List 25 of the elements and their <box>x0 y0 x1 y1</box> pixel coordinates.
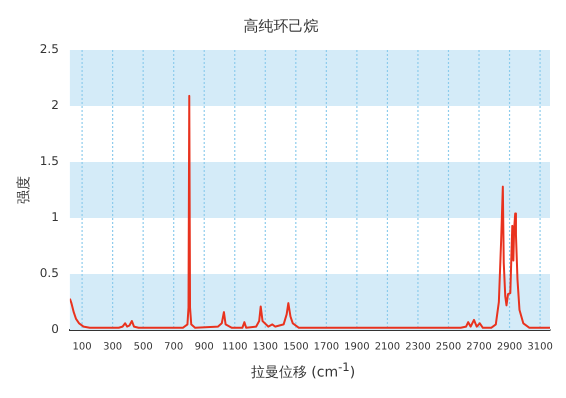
x-tick-label: 1500 <box>283 342 309 353</box>
y-tick-label: 1 <box>51 210 59 224</box>
x-tick-label: 1300 <box>252 342 278 353</box>
x-tick-label: 300 <box>103 342 122 353</box>
x-tick-label: 2700 <box>466 342 492 353</box>
y-tick-label: 0.5 <box>40 266 59 280</box>
x-tick-label: 1700 <box>314 342 340 353</box>
x-tick-label: 2100 <box>374 342 400 353</box>
y-tick-label: 1.5 <box>40 154 59 168</box>
x-tick-label: 2300 <box>405 342 431 353</box>
x-tick-label: 2900 <box>496 342 522 353</box>
y-tick-label: 2 <box>51 98 59 112</box>
x-tick-label: 3100 <box>527 342 553 353</box>
x-tick-label: 100 <box>72 342 92 353</box>
chart-title: 高纯环己烷 <box>244 16 318 35</box>
x-tick-label: 1100 <box>222 342 248 353</box>
x-tick-label: 2500 <box>436 342 462 353</box>
x-tick-label: 700 <box>164 342 184 353</box>
y-tick-label: 0 <box>51 322 59 336</box>
x-tick-label: 900 <box>194 342 214 353</box>
x-tick-label: 1900 <box>344 342 370 353</box>
y-axis-title: 强度 <box>16 176 32 204</box>
y-tick-label: 2.5 <box>40 42 59 56</box>
x-tick-label: 500 <box>134 342 153 353</box>
x-axis-title: 拉曼位移 (cm$^{-1}$) <box>250 360 356 382</box>
